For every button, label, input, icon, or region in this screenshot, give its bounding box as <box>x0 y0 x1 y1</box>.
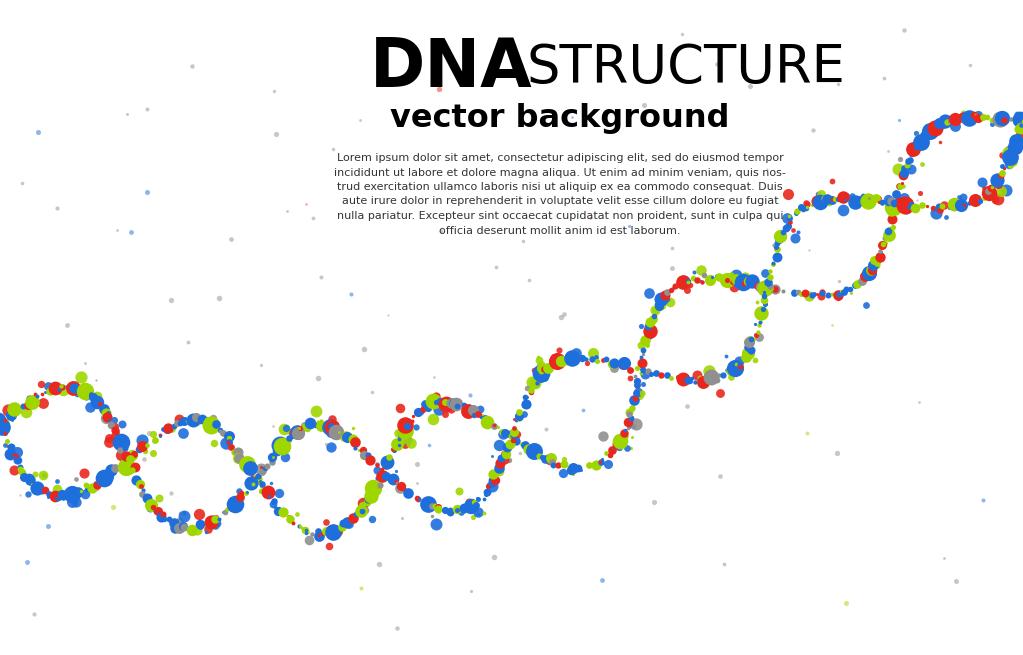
Text: trud exercitation ullamco laboris nisi ut aliquip ex ea commodo consequat. Duis: trud exercitation ullamco laboris nisi u… <box>338 182 783 192</box>
Text: vector background: vector background <box>390 102 729 134</box>
Text: Lorem ipsum dolor sit amet, consectetur adipiscing elit, sed do eiusmod tempor: Lorem ipsum dolor sit amet, consectetur … <box>337 153 784 163</box>
Text: incididunt ut labore et dolore magna aliqua. Ut enim ad minim veniam, quis nos-: incididunt ut labore et dolore magna ali… <box>335 168 786 178</box>
Text: STRUCTURE: STRUCTURE <box>527 42 846 94</box>
Text: nulla pariatur. Excepteur sint occaecat cupidatat non proident, sunt in culpa qu: nulla pariatur. Excepteur sint occaecat … <box>337 211 784 221</box>
Text: aute irure dolor in reprehenderit in voluptate velit esse cillum dolore eu fugia: aute irure dolor in reprehenderit in vol… <box>342 196 779 206</box>
Text: DNA: DNA <box>370 35 533 101</box>
Text: officia deserunt mollit anim id est laborum.: officia deserunt mollit anim id est labo… <box>439 225 680 236</box>
